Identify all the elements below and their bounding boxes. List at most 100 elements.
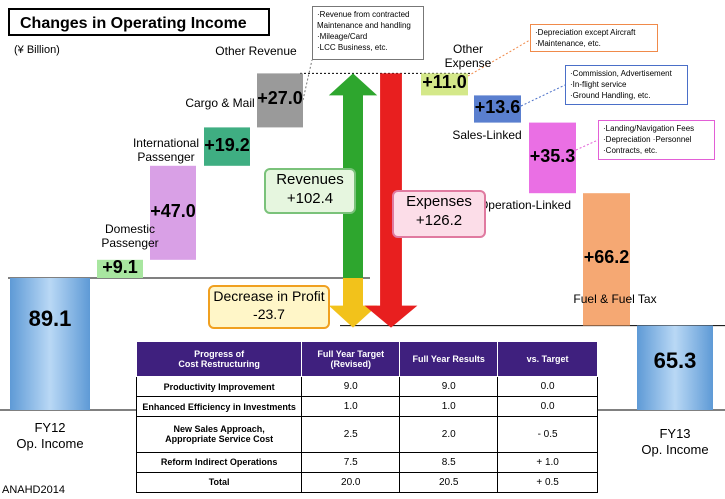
row-vs-cell: 0.0 (497, 375, 598, 398)
cost-restructuring-table: Progress of Cost Restructuring Full Year T… (135, 341, 598, 494)
note-operation-linked: ·Landing/Navigation Fees ·Depreciation ·P… (598, 120, 715, 160)
table-row: Total 20.0 20.5 + 0.5 (135, 471, 598, 494)
table-row: Reform Indirect Operations 7.5 8.5 + 1.0 (135, 451, 598, 473)
unit-label: (¥ Billion) (14, 44, 60, 56)
expenses-arrow (364, 73, 418, 328)
note-line: ·Ground Handling, etc. (570, 91, 651, 100)
footer-label: ANAHD2014 (2, 484, 65, 496)
label-line: Other (452, 42, 483, 56)
expense-step-label: Other Expense (413, 42, 523, 70)
header-line: Cost Restructuring (178, 359, 260, 369)
expense-step-value: +11.0 (422, 72, 467, 93)
revenues-callout: Revenues +102.4 (264, 168, 356, 214)
fy13-value-label: 65.3 (653, 347, 697, 373)
note-line: ·Commission, Advertisement (570, 69, 672, 78)
label-line: FY12 (34, 420, 66, 435)
row-results-cell: 20.5 (399, 471, 499, 494)
fy12-bar (10, 278, 90, 410)
expense-step-label: Sales-Linked (432, 128, 542, 142)
table-row: Enhanced Efficiency in Investments 1.0 1.0… (135, 396, 598, 418)
item-line: New Sales Approach, (173, 424, 265, 435)
fy12-axis-label: FY12 Op. Income (10, 420, 90, 452)
page-title: Changes in Operating Income (8, 8, 270, 36)
expense-step-bar (421, 73, 468, 96)
revenue-step-value: +19.2 (204, 134, 250, 155)
revenues-label: Revenues (276, 171, 344, 188)
expense-step-value: +35.3 (529, 145, 576, 166)
table-header-cell: Full Year Results (399, 341, 499, 377)
expense-step-value: +13.6 (474, 97, 521, 117)
label-line: Domestic (104, 222, 155, 236)
item-line: Appropriate Service Cost (165, 434, 274, 445)
row-results-cell: 2.0 (399, 416, 499, 453)
revenue-step-label: Domestic Passenger (80, 222, 180, 250)
label-line: Passenger (101, 236, 159, 250)
decrease-callout: Decrease in Profit -23.7 (208, 285, 330, 329)
expenses-value: +126.2 (415, 212, 463, 229)
row-vs-cell: + 0.5 (497, 471, 598, 494)
label-line: Other Revenue (215, 44, 297, 58)
row-target-cell: 9.0 (301, 375, 401, 398)
header-line: vs. Target (526, 354, 569, 364)
header-line: (Revised) (330, 359, 372, 369)
revenue-step-bar (204, 127, 250, 166)
row-item-cell: Total (135, 471, 303, 494)
note-connector (520, 84, 566, 107)
label-line: Sales-Linked (452, 128, 522, 142)
label-line: Op. Income (641, 442, 709, 457)
row-item-cell: Reform Indirect Operations (135, 451, 303, 473)
expenses-label: Expenses (406, 193, 472, 210)
table-header-row: Progress of Cost Restructuring Full Year T… (135, 341, 598, 377)
row-results-cell: 9.0 (399, 375, 499, 398)
item-line: Enhanced Efficiency in Investments (142, 401, 296, 412)
row-results-cell: 1.0 (399, 396, 499, 418)
note-line: ·In-flight service (570, 80, 627, 89)
item-line: Productivity Improvement (163, 381, 275, 392)
row-target-cell: 2.5 (301, 416, 401, 453)
item-line: Total (208, 477, 230, 488)
table-row: New Sales Approach, Appropriate Service C… (135, 416, 598, 453)
row-item-cell: Enhanced Efficiency in Investments (135, 396, 303, 418)
revenue-step-value: +47.0 (150, 200, 196, 221)
row-target-cell: 1.0 (301, 396, 401, 418)
row-target-cell: 20.0 (301, 471, 401, 494)
row-target-cell: 7.5 (301, 451, 401, 473)
header-line: Progress of (194, 349, 245, 359)
table-row: Productivity Improvement 9.0 9.0 0.0 (135, 375, 598, 398)
note-line: ·Depreciation ·Personnel (603, 135, 692, 144)
revenue-step-bar (150, 165, 196, 260)
label-line: Operation-Linked (478, 198, 572, 212)
note-sales-linked: ·Commission, Advertisement ·In-flight ser… (565, 65, 688, 105)
label-line: Passenger (137, 150, 195, 164)
row-item-cell: New Sales Approach, Appropriate Service C… (135, 416, 303, 453)
expense-step-bar (474, 95, 521, 123)
decrease-value: -23.7 (253, 306, 285, 322)
note-line: ·LCC Business, etc. (317, 43, 388, 52)
expenses-callout: Expenses +126.2 (392, 190, 486, 238)
revenue-step-bar (257, 73, 303, 128)
row-item-cell: Productivity Improvement (135, 375, 303, 398)
label-line: International (132, 136, 200, 150)
label-line: Op. Income (16, 436, 84, 451)
decrease-arrow (328, 278, 378, 328)
revenue-step-label: Other Revenue (206, 44, 306, 58)
revenues-value: +102.4 (286, 190, 334, 207)
item-line: Reform Indirect Operations (160, 457, 278, 468)
label-line: Cargo & Mail (185, 96, 255, 110)
expense-step-label: Fuel & Fuel Tax (560, 292, 670, 306)
fy13-bar (637, 325, 713, 410)
revenue-step-label: Cargo & Mail (170, 96, 270, 110)
expense-step-bar (583, 193, 630, 326)
label-line: Fuel & Fuel Tax (573, 292, 657, 306)
note-other-expense: ·Depreciation except Aircraft ·Maintenanc… (530, 24, 658, 52)
note-other-revenue: ·Revenue from contracted Maintenance and… (312, 6, 424, 60)
label-line: FY13 (659, 426, 691, 441)
revenue-step-value: +9.1 (102, 256, 138, 277)
note-line: ·Maintenance, etc. (535, 39, 601, 48)
note-line: Maintenance and handling (317, 21, 411, 30)
note-connector (575, 139, 599, 151)
table-header-cell: vs. Target (497, 341, 598, 377)
label-line: Expense (444, 56, 492, 70)
fy13-axis-label: FY13 Op. Income (628, 426, 722, 458)
